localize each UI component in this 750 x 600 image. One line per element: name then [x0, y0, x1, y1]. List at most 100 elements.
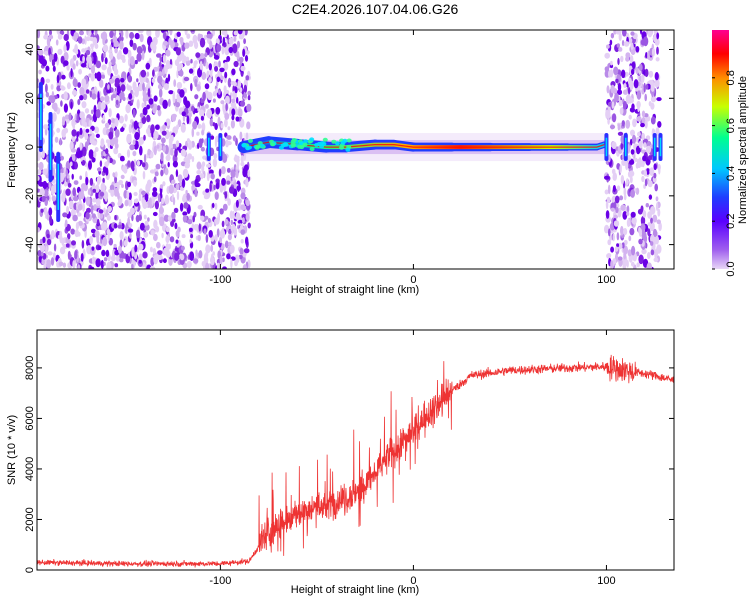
spectrogram-noise-cell [75, 222, 79, 230]
spectrogram-noise-cell [136, 229, 141, 239]
spectrogram-noise-cell [158, 61, 162, 68]
spectrogram-noise-cell [86, 36, 91, 42]
spectrogram-noise-cell [198, 138, 203, 148]
spectrogram-noise-cell [218, 168, 222, 177]
spectrogram-noise-cell [610, 32, 615, 39]
colorbar-gradient [712, 30, 729, 269]
spectrogram-noise-cell [245, 236, 249, 246]
spectrogram-noise-cell [114, 171, 118, 178]
spectrogram-noise-cell [143, 134, 146, 141]
spectrogram-noise-cell [92, 37, 98, 46]
spectrogram-noise-cell [171, 143, 178, 150]
spectrogram-noise-cell [77, 212, 82, 217]
spectrogram-noise-cell [118, 179, 124, 186]
spectrogram-noise-cell [94, 30, 98, 36]
spectrogram-noise-cell [86, 207, 91, 214]
spectrogram-noise-cell [162, 99, 168, 110]
spectrogram-noise-cell [631, 261, 635, 267]
spectrogram-noise-cell [654, 250, 658, 260]
spectrogram-noise-cell [226, 167, 231, 173]
spectrogram-noise-cell [181, 111, 186, 117]
spectrogram-noise-cell [123, 189, 128, 199]
spectrogram-noise-cell [627, 77, 632, 86]
spectrogram-noise-cell [220, 122, 224, 129]
spectrogram-noise-cell [66, 205, 70, 215]
spectrogram-noise-cell [91, 109, 94, 115]
spectrogram-noise-cell [69, 200, 74, 209]
spectrogram-noise-cell [41, 59, 47, 67]
spectrogram-noise-cell [640, 223, 646, 232]
spectrogram-noise-cell [642, 210, 647, 218]
spectrogram-noise-cell [619, 107, 624, 115]
spectrogram-noise-cell [95, 184, 100, 193]
spectrogram-noise-cell [625, 52, 631, 59]
spectrogram-noise-cell [240, 239, 244, 244]
spectrogram-noise-cell [71, 173, 74, 180]
spectrogram-noise-cell [638, 238, 643, 245]
spectrogram-noise-cell [102, 236, 108, 247]
spectrogram-noise-cell [180, 149, 187, 157]
spectrogram-noise-cell [142, 170, 146, 180]
spectrogram-noise-cell [134, 32, 140, 40]
spectrogram-noise-cell [616, 89, 623, 95]
spectrogram-noise-cell [179, 89, 185, 98]
spectrogram-noise-cell [228, 241, 232, 247]
spectrogram-noise-cell [93, 150, 97, 158]
spectrogram-noise-cell [174, 148, 178, 158]
spectrogram-noise-cell [621, 69, 626, 79]
spectrogram-noise-cell [187, 153, 193, 160]
spectrogram-noise-cell [636, 116, 642, 122]
spectrogram-noise-cell [152, 211, 158, 217]
spectrogram-noise-cell [165, 226, 170, 233]
spectrogram-noise-cell [95, 133, 100, 138]
spectrogram-noise-cell [37, 45, 40, 50]
figure-title: C2E4.2026.107.04.06.G26 [292, 1, 459, 17]
spectrogram-noise-cell [128, 123, 132, 134]
spectrogram-noise-cell [246, 121, 251, 130]
spectrogram-noise-cell [139, 33, 144, 43]
spectrogram-noise-cell [86, 55, 92, 63]
spectrogram-noise-cell [172, 196, 176, 206]
spectrogram-noise-cell [163, 40, 168, 46]
spectrogram-noise-cell [215, 178, 220, 183]
spectrogram-noise-cell [109, 30, 114, 39]
spectrogram-noise-cell [132, 179, 138, 187]
spectrogram-noise-cell [230, 258, 233, 269]
spectrogram-noise-cell [197, 204, 203, 210]
colorbar-tick-label: 0.0 [725, 261, 737, 276]
spectrogram-noise-cell [163, 214, 170, 222]
spectrogram-noise-cell [614, 92, 619, 103]
spectrogram-noise-cell [218, 89, 221, 95]
spectrogram-noise-cell [119, 231, 124, 240]
spectrogram-noise-cell [638, 228, 643, 237]
spectrogram-noise-cell [609, 124, 616, 130]
spectrogram-noise-cell [220, 100, 225, 105]
spectrogram-noise-cell [219, 229, 226, 239]
spectrogram-noise-cell [85, 128, 90, 133]
spectrogram-noise-cell [190, 58, 193, 64]
spectrogram-noise-cell [240, 72, 244, 77]
spectrogram-noise-cell [620, 135, 625, 144]
spectrogram-noise-cell [78, 191, 82, 201]
spectrogram-vertical-burst-core [605, 137, 608, 157]
spectrogram-noise-cell [70, 228, 75, 235]
snr-ytick-label: 6000 [24, 406, 36, 430]
spectrogram-noise-cell [121, 184, 124, 188]
spectrogram-noise-cell [160, 152, 164, 162]
spectrogram-noise-cell [107, 232, 110, 242]
spectrogram-noise-cell [650, 241, 654, 246]
spectrogram-noise-cell [231, 98, 236, 103]
spectrogram-noise-cell [99, 160, 103, 168]
spectrogram-noise-cell [247, 169, 251, 178]
spectrogram-noise-cell [214, 202, 218, 210]
spectrogram-noise-cell [149, 197, 152, 206]
spectrogram-noise-cell [232, 81, 237, 87]
spectrogram-noise-cell [620, 142, 624, 150]
spectrogram-noise-cell [649, 167, 655, 177]
spectrogram-noise-cell [148, 57, 152, 66]
spectrogram-noise-cell [168, 37, 172, 46]
spectrogram-noise-cell [165, 243, 170, 249]
spectrogram-noise-cell [188, 106, 192, 112]
spectrogram-vertical-burst-core [207, 137, 210, 157]
spectrogram-noise-cell [184, 30, 188, 36]
